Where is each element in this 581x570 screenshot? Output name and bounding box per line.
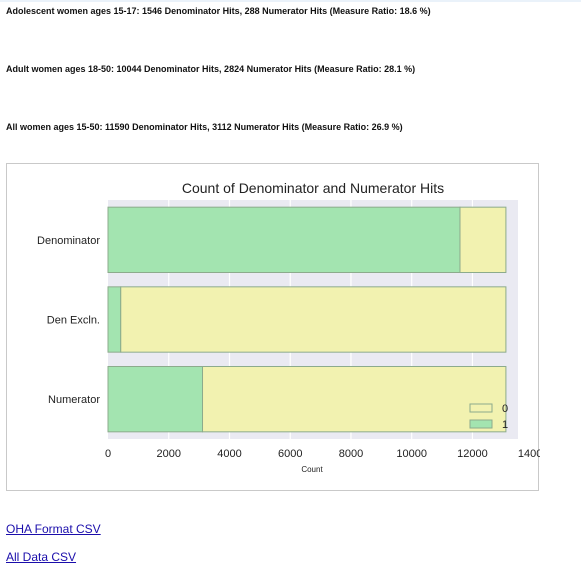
summary-adult: Adult women ages 18-50: 10044 Denominato… bbox=[6, 64, 416, 74]
y-tick-label-0: Denominator bbox=[37, 235, 100, 247]
top-border bbox=[0, 0, 581, 2]
x-axis-label: Count bbox=[301, 465, 323, 474]
legend-swatch-1 bbox=[469, 419, 493, 429]
bar-den-excln-series-1 bbox=[107, 286, 122, 353]
hits-bar-chart: Count of Denominator and Numerator Hits D… bbox=[37, 180, 540, 474]
legend-label-1: 1 bbox=[502, 419, 508, 431]
x-tick-label-6: 12000 bbox=[457, 448, 488, 460]
bar-denominator-series-1 bbox=[107, 206, 461, 273]
x-tick-label-3: 6000 bbox=[278, 448, 302, 460]
y-tick-label-2: Numerator bbox=[48, 394, 100, 406]
bar-numerator-series-1 bbox=[107, 366, 204, 433]
bar-denominator-series-0 bbox=[459, 206, 507, 273]
x-tick-label-4: 8000 bbox=[339, 448, 363, 460]
x-tick-label-2: 4000 bbox=[217, 448, 241, 460]
all-data-csv-link[interactable]: All Data CSV bbox=[6, 550, 77, 564]
bar-den-excln-series-0 bbox=[120, 286, 507, 353]
x-tick-label-5: 10000 bbox=[396, 448, 427, 460]
chart-figure: Count of Denominator and Numerator Hits D… bbox=[6, 163, 540, 491]
oha-format-csv-link[interactable]: OHA Format CSV bbox=[6, 522, 101, 536]
x-tick-label-0: 0 bbox=[105, 448, 111, 460]
bar-numerator-series-0 bbox=[202, 366, 507, 433]
summary-adolescent: Adolescent women ages 15-17: 1546 Denomi… bbox=[6, 6, 431, 16]
x-tick-label-1: 2000 bbox=[156, 448, 180, 460]
y-tick-label-1: Den Excln. bbox=[47, 315, 100, 327]
chart-title: Count of Denominator and Numerator Hits bbox=[182, 180, 444, 196]
x-tick-label-7: 14000 bbox=[518, 448, 540, 460]
summary-all-women: All women ages 15-50: 11590 Denominator … bbox=[6, 122, 403, 132]
legend-swatch-0 bbox=[469, 403, 493, 413]
legend-label-0: 0 bbox=[502, 403, 508, 415]
